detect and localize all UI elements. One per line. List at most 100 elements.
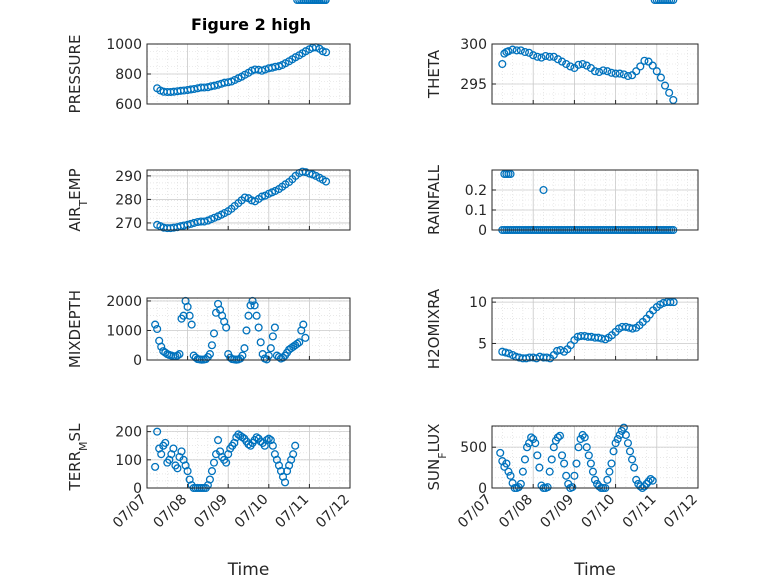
data-point-sun_flux <box>611 439 620 448</box>
data-point-sun_flux <box>642 479 651 488</box>
panel-air_temp: 270 280 290 AIRTEMP <box>66 167 351 233</box>
data-point-sun_flux <box>621 430 630 440</box>
data-point-terr_msl <box>183 467 192 476</box>
data-point-terr_msl <box>161 438 170 447</box>
data-point-mixdepth <box>266 344 275 353</box>
data-point-mixdepth <box>179 311 188 320</box>
data-point-sun_flux <box>609 447 618 456</box>
data-point-sun_flux <box>533 451 542 460</box>
data-point-mixdepth <box>209 329 219 338</box>
y-tick-label: 0 <box>133 481 142 497</box>
data-point-mixdepth <box>295 338 304 347</box>
data-point-air_temp <box>200 217 209 226</box>
axes-box <box>146 169 351 231</box>
x-tick-label: 07/11 <box>272 492 312 532</box>
data-point-theta <box>644 57 653 66</box>
data-point-sun_flux <box>496 448 505 457</box>
data-point-sun_flux <box>520 455 530 464</box>
axes-box <box>146 425 351 489</box>
data-point-theta <box>590 67 600 76</box>
data-point-mixdepth <box>246 301 255 310</box>
data-point-mixdepth <box>151 320 160 329</box>
x-tick-label: 07/10 <box>232 492 272 532</box>
panel-theta: 295 300 THETA <box>425 37 699 105</box>
data-point-sun_flux <box>578 430 587 440</box>
data-point-sun_flux <box>640 482 649 491</box>
data-point-h2omixra <box>542 353 551 362</box>
y-tick-label: 500 <box>460 440 487 456</box>
data-point-sun_flux <box>588 467 597 476</box>
data-point-pressure <box>321 48 331 57</box>
x-tick-label: 07/08 <box>151 492 191 532</box>
data-point-theta <box>669 95 678 105</box>
data-point-terr_msl <box>222 458 231 467</box>
x-tick-label: 07/12 <box>313 492 353 532</box>
data-point-mixdepth <box>250 301 259 310</box>
data-point-sun_flux <box>527 433 536 442</box>
y-tick-label: 0 <box>133 353 142 369</box>
data-point-h2omixra <box>504 349 513 358</box>
data-point-mixdepth <box>240 344 249 353</box>
x-tick-label: 07/11 <box>620 492 660 532</box>
data-point-theta <box>632 67 641 76</box>
data-point-theta <box>529 51 538 60</box>
data-point-theta <box>541 51 550 61</box>
data-point-theta <box>660 81 670 90</box>
data-point-theta <box>615 69 624 78</box>
data-point-sun_flux <box>504 467 513 476</box>
data-point-theta <box>525 48 534 57</box>
data-point-mixdepth <box>242 326 251 335</box>
data-point-sun_flux <box>516 479 525 488</box>
data-point-theta <box>520 47 530 57</box>
data-point-terr_msl <box>209 458 219 467</box>
data-point-terr_msl <box>264 434 273 443</box>
axes-box <box>491 169 699 231</box>
data-point-terr_msl <box>291 441 300 450</box>
data-point-terr_msl <box>214 436 223 445</box>
data-point-sun_flux <box>590 475 600 484</box>
y-tick-label: 2000 <box>106 294 142 310</box>
data-point-theta <box>628 71 637 80</box>
data-point-sun_flux <box>545 467 554 476</box>
y-axis-label: AIRTEMP <box>66 168 90 231</box>
data-point-sun_flux <box>560 459 569 468</box>
data-point-mixdepth <box>299 320 308 329</box>
data-point-theta <box>623 71 633 81</box>
x-tick-label: 07/07 <box>455 492 495 532</box>
data-point-sun_flux <box>553 433 562 442</box>
data-point-sun_flux <box>557 451 567 460</box>
data-point-theta <box>512 46 521 55</box>
x-tick-label: 07/09 <box>537 492 577 532</box>
data-point-h2omixra <box>501 348 510 357</box>
figure-title: Figure 2 high <box>191 15 311 34</box>
axes-box <box>491 43 699 105</box>
data-point-theta <box>500 49 509 58</box>
data-point-mixdepth <box>222 323 231 332</box>
data-point-sun_flux <box>584 451 593 460</box>
data-point-sun_flux <box>522 443 532 452</box>
y-axis-label: H2OMIXRA <box>425 288 443 369</box>
data-point-theta <box>636 62 645 71</box>
data-point-theta <box>607 68 616 77</box>
data-point-sun_flux <box>644 477 653 486</box>
data-point-sun_flux <box>646 474 655 484</box>
panel-mixdepth: 0 1000 2000 MIXDEPTH <box>66 0 351 369</box>
data-point-air_temp <box>210 213 219 222</box>
data-point-sun_flux <box>531 439 540 448</box>
data-point-theta <box>516 46 525 55</box>
data-point-sun_flux <box>535 463 544 472</box>
y-tick-label: 1000 <box>106 37 142 53</box>
data-point-sun_flux <box>568 483 577 492</box>
y-axis-label: SUNFLUX <box>425 424 449 491</box>
data-point-sun_flux <box>628 455 637 464</box>
data-point-mixdepth <box>293 339 302 348</box>
data-point-terr_msl <box>173 464 182 473</box>
data-point-theta <box>553 55 562 64</box>
x-tick-label: 07/10 <box>579 492 619 532</box>
data-point-terr_msl <box>280 478 290 487</box>
data-point-theta <box>504 47 513 56</box>
y-axis-label: TERRMSL <box>66 423 90 492</box>
data-point-sun_flux <box>574 443 583 452</box>
x-axis-label: Time <box>573 560 616 580</box>
